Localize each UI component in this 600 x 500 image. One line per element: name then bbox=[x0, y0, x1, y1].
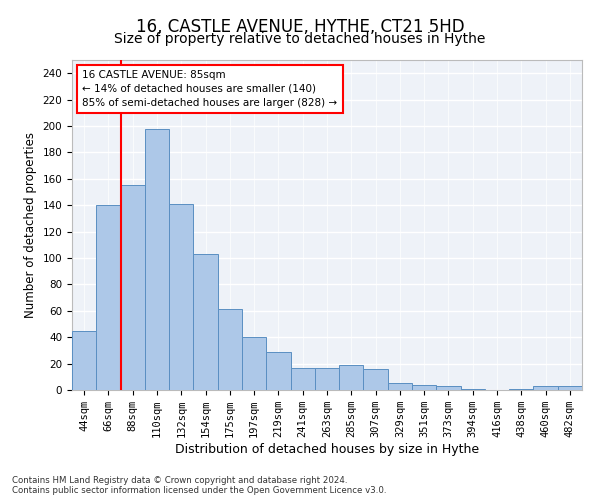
Bar bbox=[509, 388, 533, 390]
Bar bbox=[96, 205, 121, 390]
Text: 16, CASTLE AVENUE, HYTHE, CT21 5HD: 16, CASTLE AVENUE, HYTHE, CT21 5HD bbox=[136, 18, 464, 36]
X-axis label: Distribution of detached houses by size in Hythe: Distribution of detached houses by size … bbox=[175, 443, 479, 456]
Bar bbox=[533, 386, 558, 390]
Text: 16 CASTLE AVENUE: 85sqm
← 14% of detached houses are smaller (140)
85% of semi-d: 16 CASTLE AVENUE: 85sqm ← 14% of detache… bbox=[82, 70, 337, 108]
Text: Size of property relative to detached houses in Hythe: Size of property relative to detached ho… bbox=[115, 32, 485, 46]
Bar bbox=[193, 254, 218, 390]
Bar bbox=[266, 352, 290, 390]
Bar bbox=[436, 386, 461, 390]
Bar bbox=[558, 386, 582, 390]
Bar bbox=[339, 365, 364, 390]
Bar bbox=[412, 384, 436, 390]
Bar bbox=[364, 369, 388, 390]
Bar bbox=[388, 384, 412, 390]
Bar bbox=[315, 368, 339, 390]
Bar bbox=[242, 337, 266, 390]
Bar bbox=[169, 204, 193, 390]
Y-axis label: Number of detached properties: Number of detached properties bbox=[24, 132, 37, 318]
Bar bbox=[218, 310, 242, 390]
Text: Contains HM Land Registry data © Crown copyright and database right 2024.
Contai: Contains HM Land Registry data © Crown c… bbox=[12, 476, 386, 495]
Bar bbox=[145, 128, 169, 390]
Bar bbox=[290, 368, 315, 390]
Bar bbox=[72, 330, 96, 390]
Bar bbox=[121, 186, 145, 390]
Bar bbox=[461, 388, 485, 390]
